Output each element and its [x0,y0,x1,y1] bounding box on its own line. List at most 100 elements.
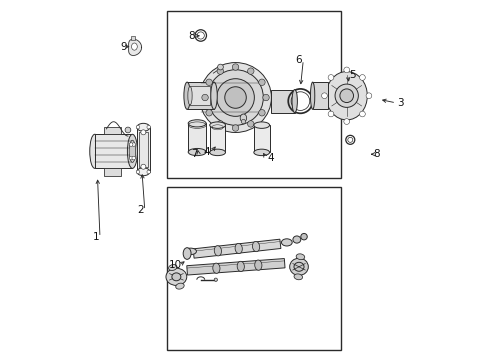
Ellipse shape [199,63,271,132]
Bar [312,82,327,109]
Ellipse shape [175,283,184,289]
Circle shape [125,127,131,133]
Ellipse shape [293,262,304,271]
Ellipse shape [253,149,269,156]
Ellipse shape [240,114,246,122]
Polygon shape [193,239,280,258]
Ellipse shape [184,248,196,255]
Bar [271,90,294,113]
Ellipse shape [289,258,308,275]
Ellipse shape [131,43,137,50]
Circle shape [262,94,269,101]
Ellipse shape [207,70,263,125]
Ellipse shape [168,265,177,270]
Text: 4: 4 [203,147,210,157]
Circle shape [217,68,223,75]
Ellipse shape [183,82,190,109]
Text: 3: 3 [396,98,403,108]
Circle shape [136,170,140,174]
Ellipse shape [310,82,314,109]
Circle shape [321,93,326,99]
Circle shape [247,68,253,75]
Bar [167,187,341,350]
Circle shape [232,125,238,131]
Ellipse shape [281,239,292,246]
Ellipse shape [129,140,135,162]
Ellipse shape [90,134,100,168]
Bar [95,134,132,168]
Ellipse shape [214,278,217,281]
Bar [187,82,214,109]
Text: 1: 1 [92,232,99,242]
Polygon shape [186,258,285,275]
Text: 9: 9 [120,42,126,51]
Ellipse shape [293,274,302,280]
Circle shape [129,143,133,147]
Circle shape [132,143,135,147]
Circle shape [327,75,333,80]
Text: 8: 8 [188,31,194,41]
Circle shape [132,156,135,160]
Ellipse shape [216,79,254,116]
Ellipse shape [334,84,358,107]
Ellipse shape [214,246,221,256]
Circle shape [258,79,264,86]
Circle shape [359,111,365,117]
Ellipse shape [188,148,206,156]
Circle shape [232,64,238,70]
Ellipse shape [188,120,206,127]
Circle shape [202,94,208,101]
Bar [188,123,206,152]
Ellipse shape [217,64,223,70]
Bar [190,86,209,105]
Ellipse shape [339,89,353,103]
Ellipse shape [291,90,297,113]
Text: 2: 2 [137,206,143,216]
Ellipse shape [325,72,366,120]
Ellipse shape [165,268,186,285]
Circle shape [205,79,212,86]
Bar [139,132,147,167]
Text: 5: 5 [348,70,355,80]
Bar [253,125,269,152]
Text: 6: 6 [295,55,302,65]
Ellipse shape [187,86,192,105]
Circle shape [247,121,253,127]
Ellipse shape [253,122,269,129]
Circle shape [343,119,349,125]
Ellipse shape [171,273,181,281]
Ellipse shape [241,120,245,124]
Circle shape [141,164,145,169]
Ellipse shape [235,243,242,253]
Bar [167,12,341,178]
Circle shape [217,121,223,127]
Circle shape [141,130,145,135]
Text: 4: 4 [266,153,273,163]
Ellipse shape [137,123,149,131]
Ellipse shape [224,87,246,108]
Text: 7: 7 [191,149,197,159]
Bar [137,127,149,172]
Ellipse shape [300,233,306,240]
Bar [131,36,135,40]
Text: 10: 10 [168,260,181,270]
Ellipse shape [127,134,137,168]
Polygon shape [128,39,142,55]
Circle shape [366,93,371,99]
Ellipse shape [296,254,304,260]
Ellipse shape [183,248,191,259]
Bar [104,127,121,134]
Ellipse shape [210,82,217,109]
Circle shape [136,125,140,129]
Circle shape [343,67,349,73]
Circle shape [359,75,365,80]
Ellipse shape [252,242,259,252]
Circle shape [147,125,150,129]
Ellipse shape [254,260,262,270]
Circle shape [147,170,150,174]
Circle shape [129,156,133,160]
Ellipse shape [137,168,149,176]
Circle shape [205,109,212,116]
Ellipse shape [209,149,225,156]
Circle shape [327,111,333,117]
